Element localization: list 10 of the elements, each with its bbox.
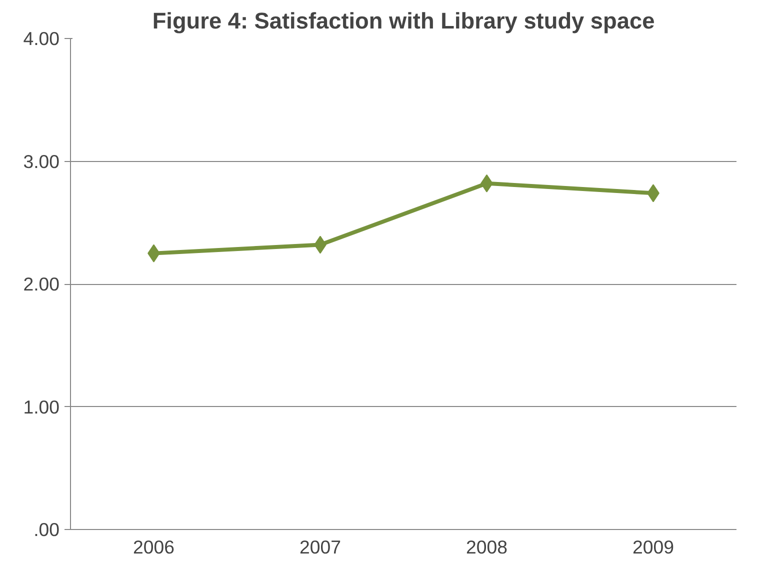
chart-title: Figure 4: Satisfaction with Library study space (152, 8, 655, 34)
x-tick-label: 2007 (300, 536, 342, 558)
x-tick-label: 2006 (133, 536, 175, 558)
y-tick-label: 1.00 (23, 396, 60, 418)
x-tick-label: 2008 (466, 536, 508, 558)
y-tick-label: 3.00 (23, 150, 60, 172)
y-tick-label: 4.00 (23, 28, 60, 49)
x-tick-label: 2009 (632, 536, 674, 558)
y-tick-label: 2.00 (23, 274, 60, 294)
y-tick-label: .00 (34, 519, 60, 540)
